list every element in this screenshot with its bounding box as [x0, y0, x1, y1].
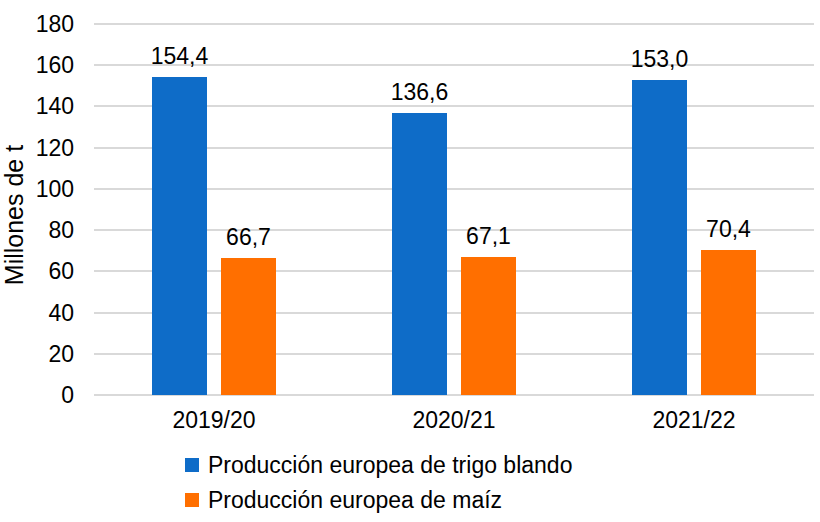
y-tick-label: 40 — [16, 301, 74, 325]
bar-chart: Millones de t 02040608010012014016018020… — [0, 0, 820, 522]
legend-label: Producción europea de maíz — [208, 487, 502, 514]
gridline-y-180 — [94, 23, 814, 25]
bar-series-0-cat-2 — [632, 80, 687, 395]
bar-value-label: 67,1 — [466, 224, 511, 248]
x-tick-label: 2021/22 — [652, 408, 735, 432]
y-tick-label: 0 — [16, 383, 74, 407]
y-tick-label: 80 — [16, 218, 74, 242]
bar-series-0-cat-1 — [392, 113, 447, 395]
x-tick-label: 2019/20 — [172, 408, 255, 432]
x-tick-label: 2020/21 — [412, 408, 495, 432]
y-tick-label: 60 — [16, 259, 74, 283]
y-tick-label: 100 — [16, 177, 74, 201]
legend-swatch-icon — [185, 458, 199, 472]
y-tick-label: 160 — [16, 53, 74, 77]
y-tick-label: 140 — [16, 94, 74, 118]
bar-series-1-cat-2 — [701, 250, 756, 395]
bar-value-label: 154,4 — [151, 44, 209, 68]
legend-item: Producción europea de trigo blando — [185, 452, 572, 478]
bar-series-1-cat-0 — [221, 258, 276, 395]
y-tick-label: 180 — [16, 12, 74, 36]
bar-value-label: 70,4 — [706, 217, 751, 241]
legend-swatch-icon — [185, 493, 199, 507]
bar-value-label: 153,0 — [631, 47, 689, 71]
bar-value-label: 66,7 — [226, 225, 271, 249]
y-tick-label: 120 — [16, 136, 74, 160]
legend-item: Producción europea de maíz — [185, 487, 502, 513]
y-tick-label: 20 — [16, 342, 74, 366]
bar-value-label: 136,6 — [391, 80, 449, 104]
bar-series-0-cat-0 — [152, 77, 207, 395]
legend-label: Producción europea de trigo blando — [208, 452, 572, 479]
bar-series-1-cat-1 — [461, 257, 516, 395]
